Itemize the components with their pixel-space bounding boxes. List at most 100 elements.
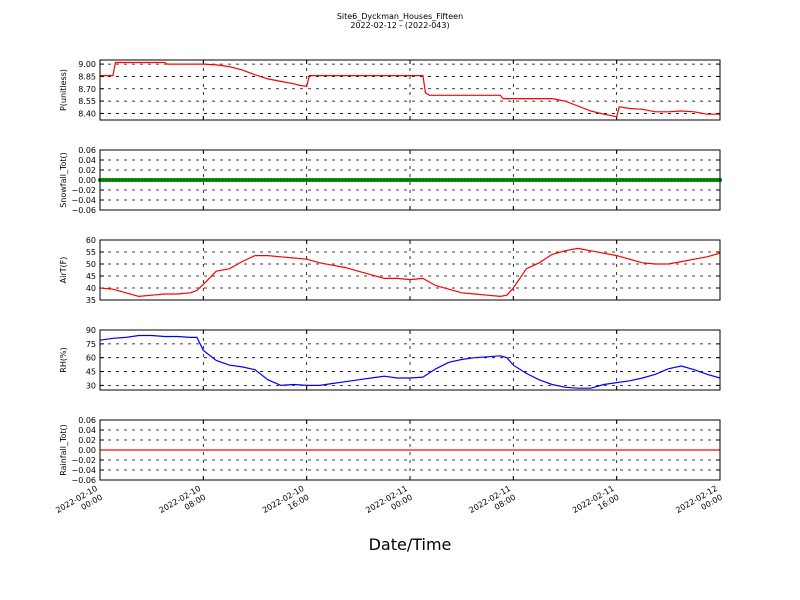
y-axis-label: Snowfall_Tot(): [59, 152, 68, 208]
y-tick-label: 8.55: [78, 97, 96, 106]
data-point: [181, 178, 186, 182]
data-point: [214, 178, 219, 182]
x-tick-label: 2022-02-1100:00: [364, 484, 414, 524]
plot-frame: [99, 149, 721, 211]
data-point: [646, 178, 651, 182]
chart-subtitle: 2022-02-12 - (2022-043): [350, 21, 450, 30]
data-point: [491, 178, 496, 182]
data-point: [256, 178, 261, 182]
y-tick-label: 0.06: [78, 146, 96, 155]
data-point: [298, 178, 303, 182]
panel-1: 9.00 8.85 8.70 8.55 8.40 P(unitless): [59, 59, 721, 121]
data-point: [650, 178, 655, 182]
y-tick-label: 30: [86, 381, 96, 390]
data-point: [198, 178, 203, 182]
data-point: [114, 178, 119, 182]
data-point: [608, 178, 613, 182]
data-point: [634, 178, 639, 182]
data-point: [107, 178, 112, 182]
data-point: [508, 178, 513, 182]
data-point: [223, 178, 228, 182]
data-point: [175, 178, 180, 182]
data-point: [582, 178, 587, 182]
data-point: [395, 178, 400, 182]
data-point: [624, 178, 629, 182]
data-point: [262, 178, 267, 182]
y-tick-label: 0.00: [78, 446, 96, 455]
data-point: [207, 178, 212, 182]
data-point: [572, 178, 577, 182]
data-point: [104, 178, 109, 182]
data-point: [217, 178, 222, 182]
y-axis-label: RH(%): [59, 347, 68, 372]
data-point: [307, 178, 312, 182]
panel-2: 0.060.040.020.00−0.02−0.04−0.06Snowfall_…: [59, 146, 722, 215]
plot-frame: [99, 59, 721, 121]
data-point: [117, 178, 122, 182]
data-point: [504, 178, 509, 182]
data-point: [185, 178, 190, 182]
data-point: [375, 178, 380, 182]
data-point: [449, 178, 454, 182]
data-point: [695, 178, 700, 182]
series-markers: [98, 178, 722, 182]
data-point: [621, 178, 626, 182]
data-point: [537, 178, 542, 182]
series-line: [99, 247, 721, 298]
plot-frame: [99, 419, 721, 481]
data-point: [301, 178, 306, 182]
data-point: [433, 178, 438, 182]
data-point: [530, 178, 535, 182]
panel-5: 0.060.040.020.00−0.02−0.04−0.06Rainfall_…: [59, 416, 721, 485]
data-point: [611, 178, 616, 182]
x-tick-label: 2022-02-1000:00: [54, 484, 104, 524]
data-point: [201, 178, 206, 182]
y-tick-label: 45: [86, 368, 96, 377]
plot-frame: [99, 329, 721, 391]
data-point: [517, 178, 522, 182]
panel-3: 60 55 50 45 40 35 AirT(F): [59, 236, 721, 305]
data-point: [443, 178, 448, 182]
data-point: [143, 178, 148, 182]
data-point: [391, 178, 396, 182]
y-tick-label: −0.04: [71, 466, 96, 475]
data-point: [162, 178, 167, 182]
data-point: [659, 178, 664, 182]
data-point: [595, 178, 600, 182]
data-point: [501, 178, 506, 182]
y-tick-label: 8.70: [78, 85, 96, 94]
data-point: [320, 178, 325, 182]
data-point: [369, 178, 374, 182]
data-point: [324, 178, 329, 182]
data-point: [178, 178, 183, 182]
series-line: [100, 61, 720, 118]
data-point: [669, 178, 674, 182]
data-point: [211, 178, 216, 182]
y-tick-label: −0.02: [71, 186, 96, 195]
data-point: [604, 178, 609, 182]
data-point: [533, 178, 538, 182]
data-point: [498, 178, 503, 182]
data-point: [249, 178, 254, 182]
y-tick-label: 60: [86, 236, 96, 245]
data-point: [585, 178, 590, 182]
data-point: [359, 178, 364, 182]
data-point: [304, 178, 309, 182]
data-point: [524, 178, 529, 182]
data-point: [362, 178, 367, 182]
data-point: [288, 178, 293, 182]
data-point: [685, 178, 690, 182]
data-point: [459, 178, 464, 182]
data-point: [414, 178, 419, 182]
data-point: [637, 178, 642, 182]
data-point: [579, 178, 584, 182]
data-point: [627, 178, 632, 182]
data-point: [708, 178, 713, 182]
data-point: [420, 178, 425, 182]
data-point: [246, 178, 251, 182]
data-point: [146, 178, 151, 182]
data-point: [556, 178, 561, 182]
data-point: [398, 178, 403, 182]
x-tick-label: 2022-02-1200:00: [674, 484, 724, 524]
data-point: [417, 178, 422, 182]
